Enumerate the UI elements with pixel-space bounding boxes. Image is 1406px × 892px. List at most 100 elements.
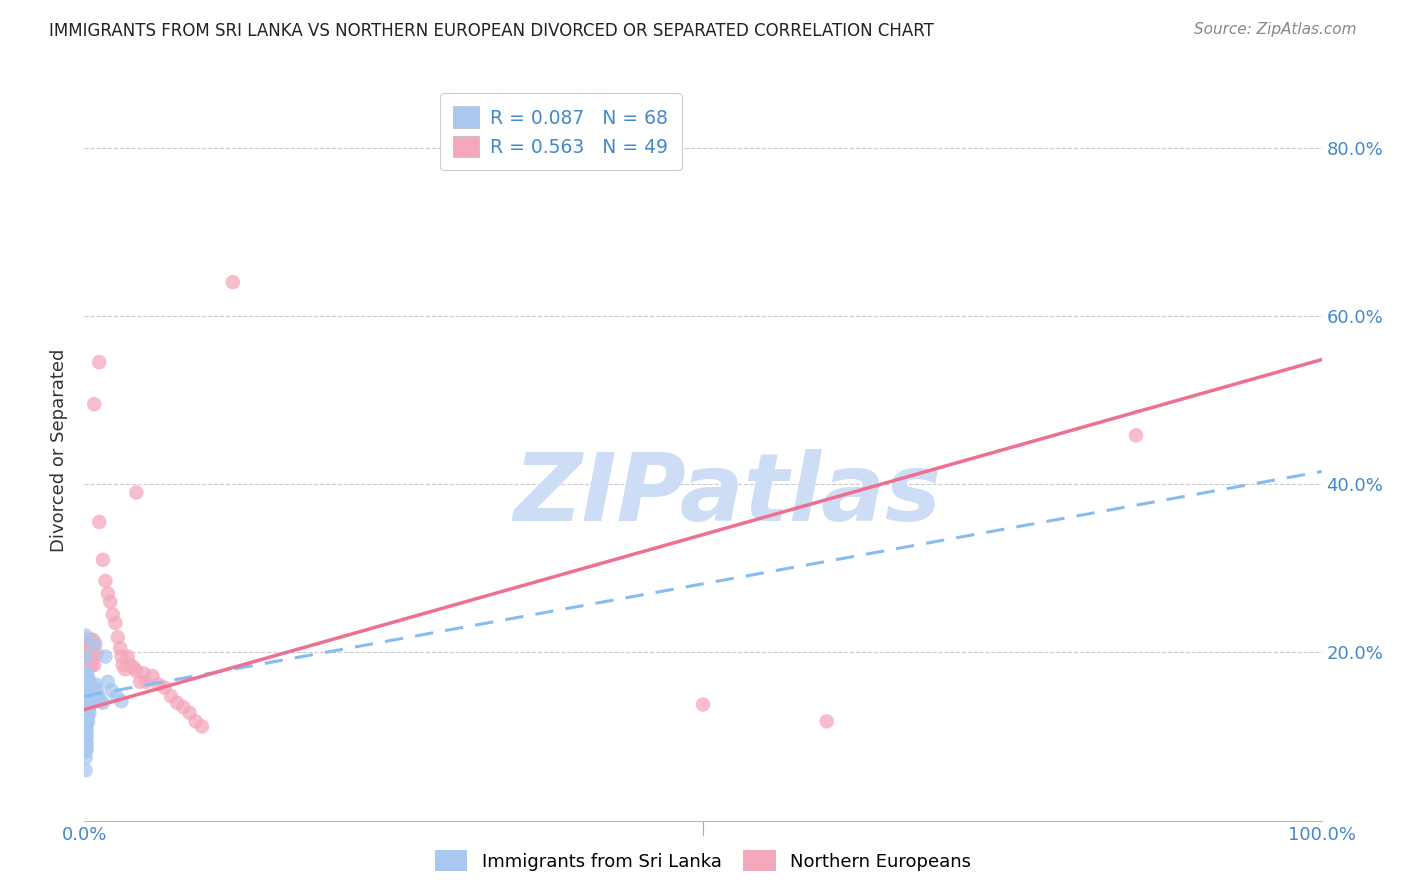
- Point: [110, 694, 132, 708]
- Point: [79, 683, 101, 698]
- Point: [86, 647, 108, 661]
- Point: [148, 677, 170, 691]
- Point: [89, 691, 111, 706]
- Point: [89, 515, 111, 529]
- Point: [129, 674, 152, 689]
- Point: [76, 673, 98, 687]
- Point: [80, 681, 103, 695]
- Point: [125, 664, 148, 678]
- Point: [104, 615, 127, 630]
- Text: IMMIGRANTS FROM SRI LANKA VS NORTHERN EUROPEAN DIVORCED OR SEPARATED CORRELATION: IMMIGRANTS FROM SRI LANKA VS NORTHERN EU…: [49, 22, 934, 40]
- Point: [75, 683, 97, 698]
- Point: [191, 719, 214, 733]
- Point: [141, 669, 163, 683]
- Point: [89, 355, 111, 369]
- Point: [98, 595, 121, 609]
- Point: [135, 674, 157, 689]
- Point: [77, 708, 100, 723]
- Point: [75, 763, 97, 777]
- Point: [79, 691, 101, 706]
- Point: [111, 658, 134, 673]
- Point: [160, 689, 183, 703]
- Point: [75, 673, 97, 687]
- Point: [76, 679, 98, 693]
- Point: [77, 689, 100, 703]
- Point: [91, 553, 114, 567]
- Point: [75, 703, 97, 717]
- Point: [76, 723, 98, 737]
- Point: [75, 677, 97, 691]
- Point: [79, 674, 101, 689]
- Y-axis label: Divorced or Separated: Divorced or Separated: [51, 349, 69, 552]
- Point: [75, 733, 97, 747]
- Point: [75, 745, 97, 759]
- Point: [76, 706, 98, 720]
- Point: [84, 677, 107, 691]
- Point: [75, 750, 97, 764]
- Point: [80, 689, 103, 703]
- Point: [77, 703, 100, 717]
- Point: [83, 658, 105, 673]
- Point: [94, 649, 117, 664]
- Point: [76, 666, 98, 681]
- Point: [75, 666, 97, 681]
- Point: [82, 632, 104, 647]
- Point: [83, 681, 105, 695]
- Point: [75, 694, 97, 708]
- Point: [76, 730, 98, 744]
- Point: [101, 607, 124, 622]
- Point: [815, 714, 838, 729]
- Point: [1125, 428, 1147, 442]
- Text: Source: ZipAtlas.com: Source: ZipAtlas.com: [1194, 22, 1357, 37]
- Point: [79, 700, 101, 714]
- Point: [91, 696, 114, 710]
- Point: [105, 689, 128, 703]
- Point: [82, 649, 104, 664]
- Legend: Immigrants from Sri Lanka, Northern Europeans: Immigrants from Sri Lanka, Northern Euro…: [427, 843, 979, 879]
- Point: [172, 700, 194, 714]
- Point: [97, 674, 120, 689]
- Point: [77, 677, 100, 691]
- Point: [77, 671, 100, 685]
- Point: [107, 630, 129, 644]
- Point: [222, 275, 245, 289]
- Point: [75, 649, 97, 664]
- Point: [79, 632, 101, 647]
- Point: [87, 689, 110, 703]
- Point: [76, 700, 98, 714]
- Point: [184, 714, 207, 729]
- Point: [76, 683, 98, 698]
- Point: [75, 706, 97, 720]
- Point: [132, 666, 155, 681]
- Point: [76, 694, 98, 708]
- Point: [77, 714, 100, 729]
- Point: [82, 686, 104, 700]
- Point: [114, 662, 136, 676]
- Point: [79, 641, 101, 656]
- Point: [117, 649, 139, 664]
- Point: [79, 706, 101, 720]
- Point: [75, 719, 97, 733]
- Point: [166, 696, 188, 710]
- Point: [89, 694, 111, 708]
- Point: [125, 485, 148, 500]
- Point: [122, 660, 145, 674]
- Point: [77, 683, 100, 698]
- Point: [75, 723, 97, 737]
- Point: [75, 714, 97, 729]
- Point: [75, 711, 97, 725]
- Point: [83, 637, 105, 651]
- Point: [100, 683, 122, 698]
- Point: [77, 696, 100, 710]
- Point: [79, 696, 101, 710]
- Point: [76, 689, 98, 703]
- Point: [75, 739, 97, 754]
- Point: [79, 688, 101, 702]
- Point: [76, 717, 98, 731]
- Point: [76, 736, 98, 750]
- Point: [94, 574, 117, 588]
- Point: [86, 683, 108, 698]
- Point: [77, 649, 100, 664]
- Point: [692, 698, 714, 712]
- Point: [110, 649, 132, 664]
